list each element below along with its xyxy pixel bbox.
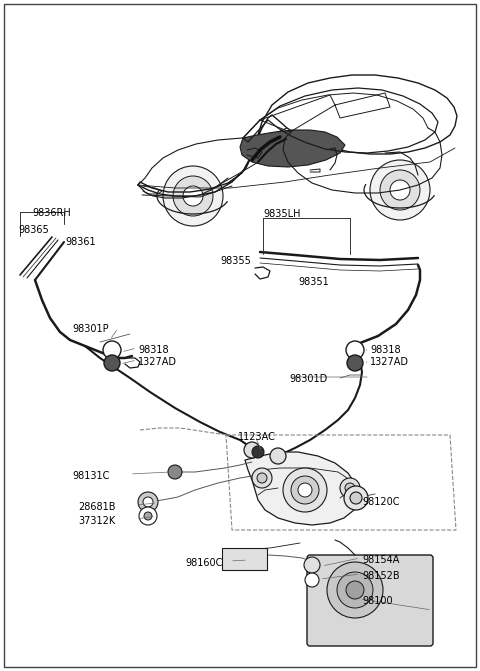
Circle shape (252, 446, 264, 458)
Circle shape (291, 476, 319, 504)
Circle shape (138, 492, 158, 512)
Circle shape (347, 355, 363, 371)
Circle shape (144, 512, 152, 520)
Circle shape (340, 478, 360, 498)
Circle shape (298, 483, 312, 497)
Circle shape (173, 176, 213, 216)
Text: 98301D: 98301D (289, 374, 327, 384)
Circle shape (350, 492, 362, 504)
Text: 98355: 98355 (220, 256, 251, 266)
Circle shape (346, 581, 364, 599)
Circle shape (270, 448, 286, 464)
Text: 98351: 98351 (298, 277, 329, 287)
Text: 98152B: 98152B (362, 571, 400, 581)
Text: 1327AD: 1327AD (138, 357, 177, 367)
Text: 28681B: 28681B (78, 502, 116, 512)
Text: 98120C: 98120C (362, 497, 399, 507)
Text: 9835LH: 9835LH (263, 209, 300, 219)
Circle shape (327, 562, 383, 618)
Circle shape (304, 557, 320, 573)
Circle shape (337, 572, 373, 608)
Circle shape (390, 180, 410, 200)
Circle shape (344, 486, 368, 510)
Circle shape (244, 442, 260, 458)
Circle shape (346, 341, 364, 359)
Circle shape (252, 468, 272, 488)
Circle shape (168, 465, 182, 479)
Circle shape (345, 483, 355, 493)
Text: 98318: 98318 (138, 345, 168, 355)
Circle shape (139, 507, 157, 525)
Polygon shape (245, 452, 358, 525)
Circle shape (305, 573, 319, 587)
Circle shape (143, 497, 153, 507)
Text: 98301P: 98301P (72, 324, 108, 334)
Text: 98361: 98361 (65, 237, 96, 247)
Text: 98131C: 98131C (72, 471, 109, 481)
Circle shape (103, 341, 121, 359)
Circle shape (257, 473, 267, 483)
Circle shape (283, 468, 327, 512)
Circle shape (380, 170, 420, 210)
Circle shape (163, 166, 223, 226)
Circle shape (104, 355, 120, 371)
Circle shape (370, 160, 430, 220)
Bar (222, 548, 267, 570)
Text: 1327AD: 1327AD (370, 357, 409, 367)
Text: 37312K: 37312K (78, 516, 115, 526)
Circle shape (183, 186, 203, 206)
Text: 98365: 98365 (18, 225, 49, 235)
Text: 98100: 98100 (362, 596, 393, 606)
Text: 9836RH: 9836RH (32, 208, 71, 218)
Text: 98318: 98318 (370, 345, 401, 355)
Text: 98160C: 98160C (185, 558, 222, 568)
Polygon shape (240, 130, 345, 167)
Text: 98154A: 98154A (362, 555, 399, 565)
Text: 1123AC: 1123AC (238, 432, 276, 442)
FancyBboxPatch shape (307, 555, 433, 646)
